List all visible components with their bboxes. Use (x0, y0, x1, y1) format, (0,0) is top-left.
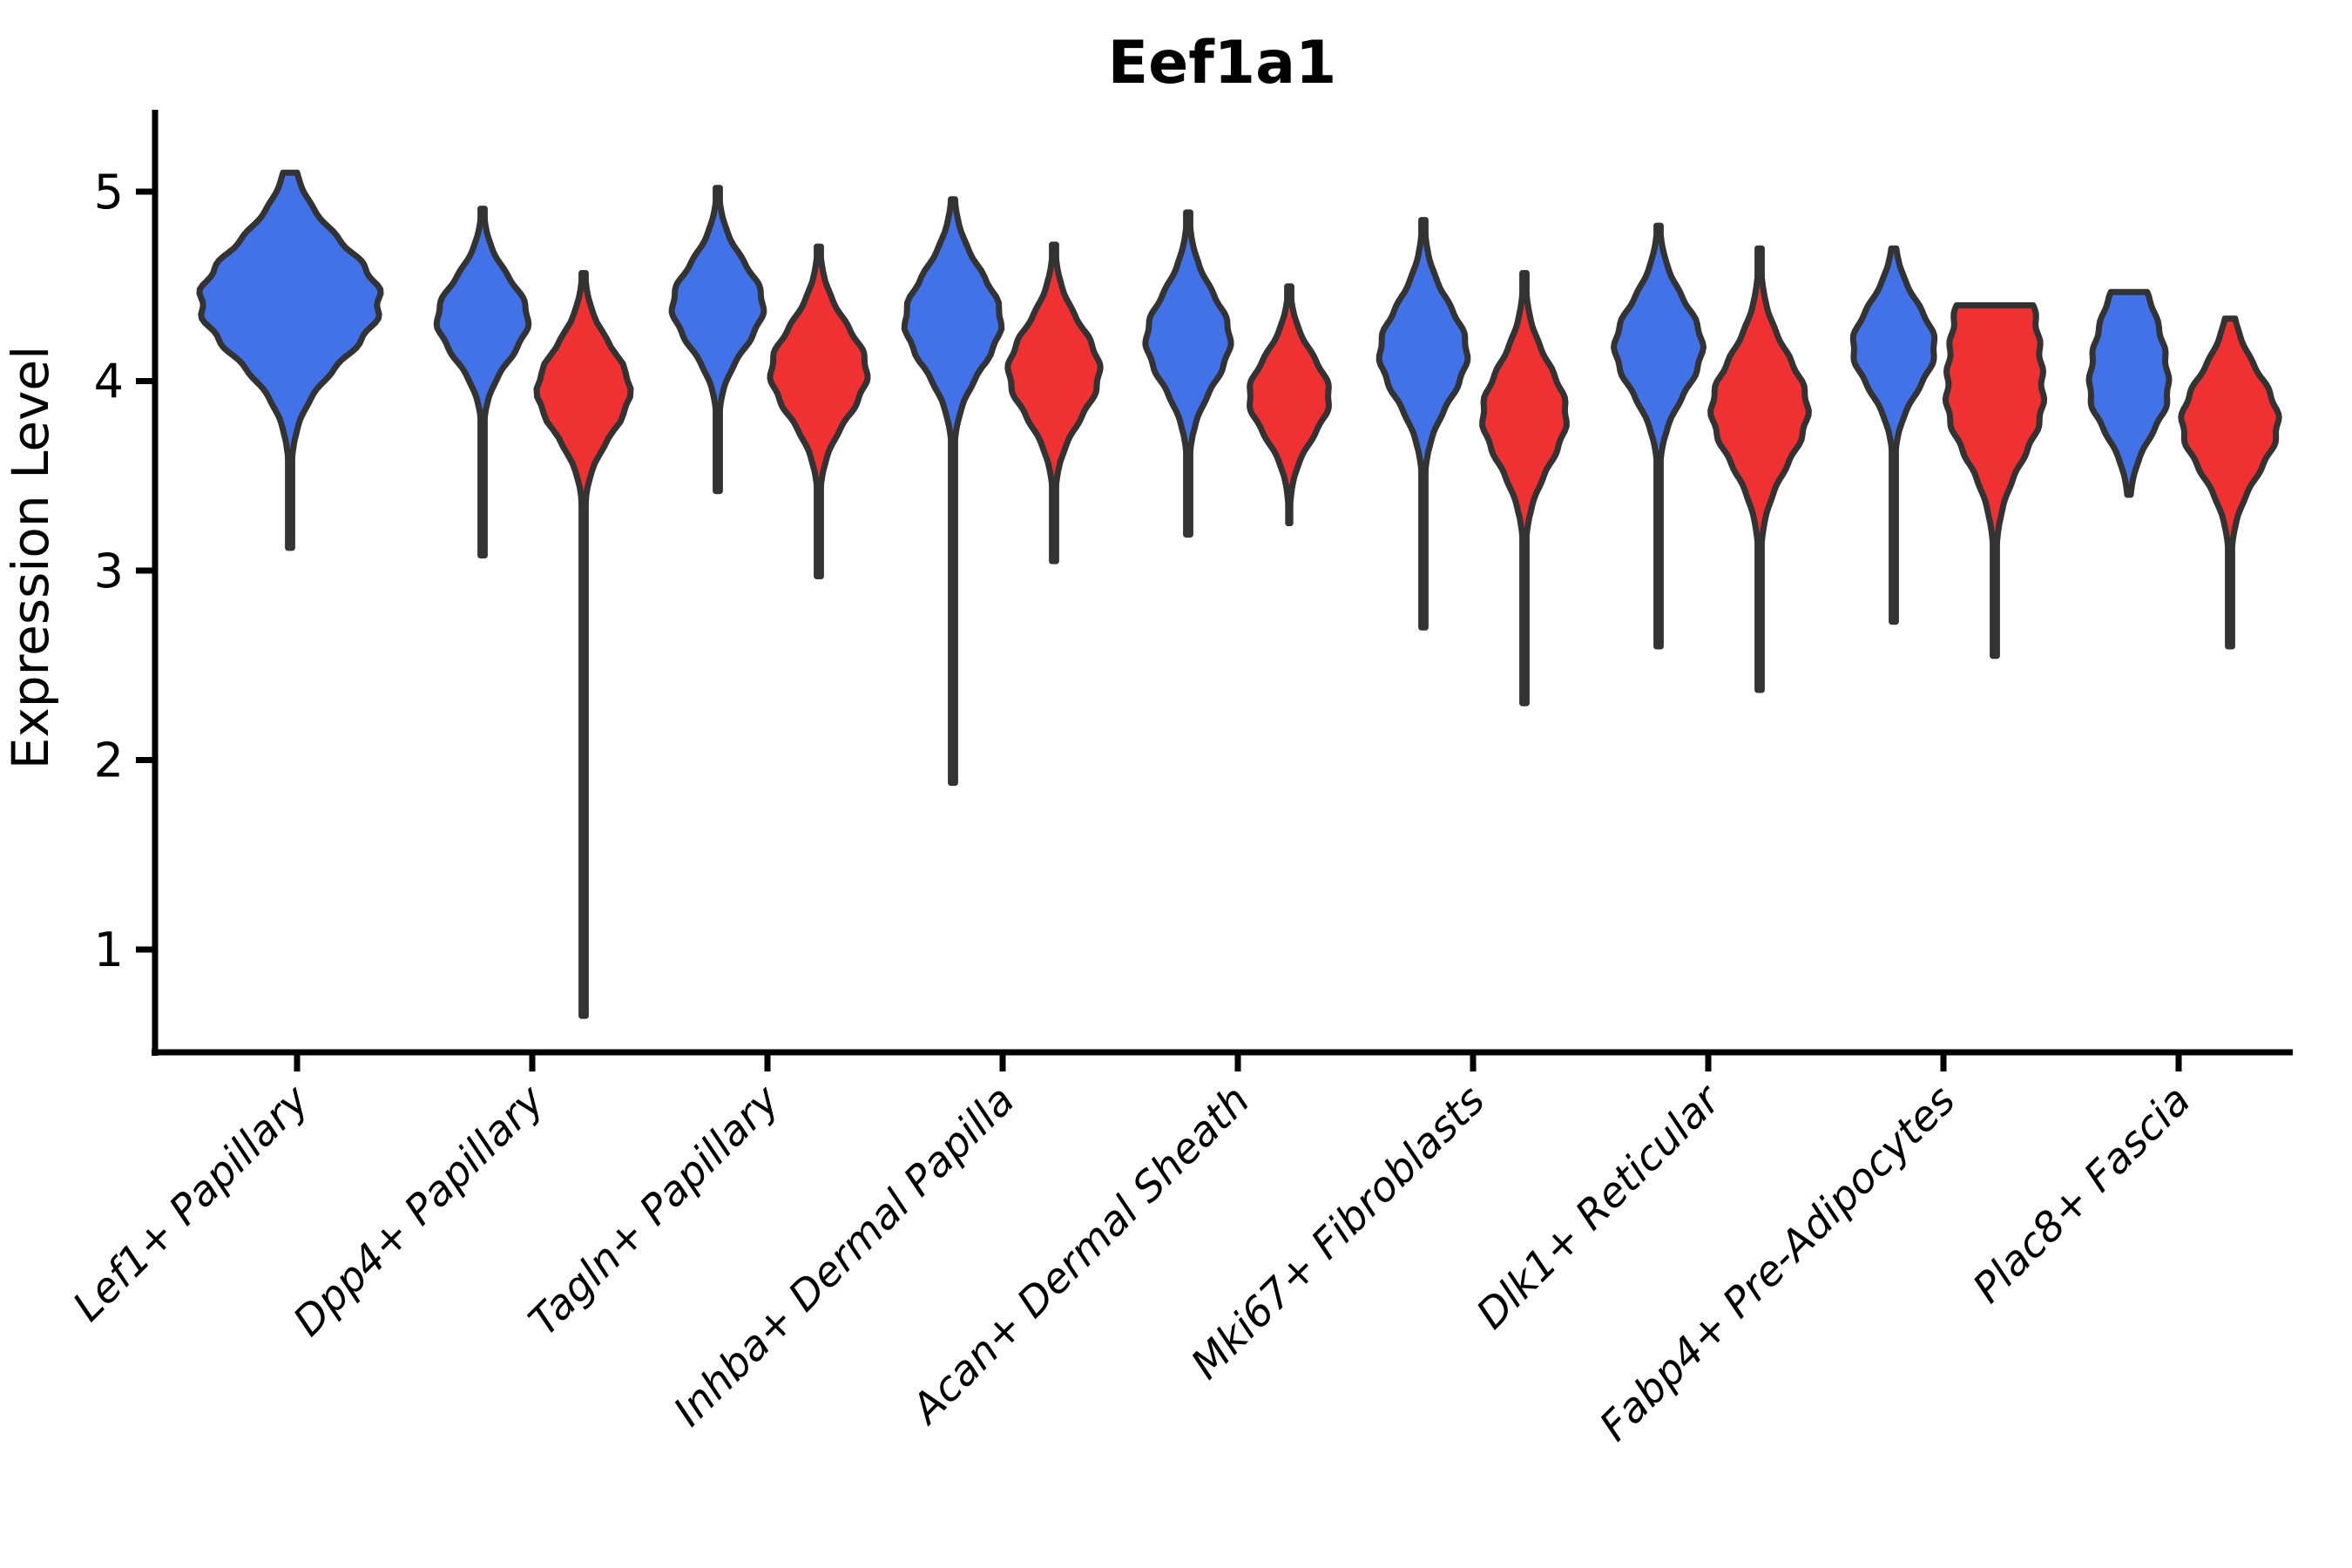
y-tick-label: 2 (94, 733, 124, 788)
violin-inhba-red (1004, 241, 1104, 564)
violin-mki67-blue (1375, 217, 1471, 631)
violin-dlk1-blue (1611, 222, 1707, 650)
violin-acan-red (1247, 283, 1332, 527)
chart-title: Eef1a1 (1108, 29, 1337, 98)
violin-dpp4-blue (433, 206, 532, 559)
y-tick-label: 1 (94, 923, 124, 977)
y-tick-label: 3 (94, 544, 124, 598)
axes (136, 110, 2293, 1071)
x-tick-label: Plac8+ Fascia (1963, 1077, 2200, 1313)
violin-mki67-red (1479, 270, 1570, 706)
y-axis-label: Expression Level (1, 346, 60, 769)
violin-lef1-blue (196, 169, 384, 551)
x-tick-label: Tagln+ Papillary (520, 1076, 790, 1346)
violin-dlk1-red (1707, 245, 1812, 693)
violin-plac8-blue (2085, 288, 2173, 498)
x-tick-label: Dpp4+ Papillary (284, 1076, 554, 1346)
x-tick-label: Dlk1+ Reticular (1468, 1075, 1732, 1339)
violin-plac8-red (2178, 315, 2282, 650)
violin-acan-blue (1142, 209, 1234, 538)
violin-tagln-red (767, 243, 871, 579)
x-tick-label: Lef1+ Papillary (64, 1076, 319, 1331)
violin-fabp4-red (1942, 302, 2048, 659)
violin-fabp4-blue (1849, 245, 1938, 625)
y-tick-label: 5 (94, 165, 124, 220)
y-tick-label: 4 (94, 355, 124, 409)
violin-tagln-blue (668, 185, 767, 495)
violins-layer (196, 169, 2282, 1019)
violin-dpp4-red (533, 270, 634, 1019)
violin-inhba-blue (901, 196, 1005, 787)
